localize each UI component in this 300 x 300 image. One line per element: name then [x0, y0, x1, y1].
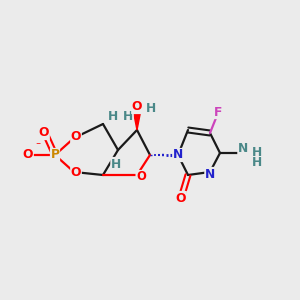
Text: H: H: [252, 146, 262, 158]
Text: O: O: [23, 148, 33, 161]
Text: ⁻: ⁻: [35, 141, 40, 151]
Text: P: P: [50, 148, 59, 161]
Text: O: O: [39, 127, 49, 140]
Text: H: H: [108, 110, 118, 124]
Text: N: N: [173, 148, 183, 161]
Text: H: H: [111, 158, 121, 170]
Text: O: O: [136, 170, 146, 184]
Text: O: O: [71, 130, 81, 143]
Polygon shape: [133, 107, 142, 130]
Text: N: N: [238, 142, 248, 154]
Text: H: H: [146, 101, 156, 115]
Text: O: O: [132, 100, 142, 113]
Text: F: F: [214, 106, 222, 118]
Text: H: H: [123, 110, 133, 124]
Text: H: H: [252, 155, 262, 169]
Text: O: O: [71, 167, 81, 179]
Text: N: N: [205, 167, 215, 181]
Text: O: O: [176, 191, 186, 205]
